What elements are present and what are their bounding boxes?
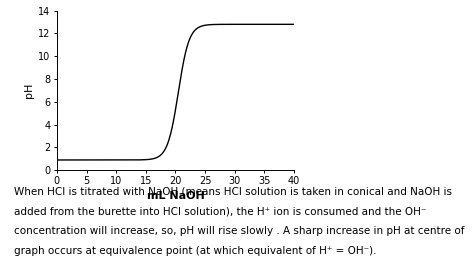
- X-axis label: mL NaOH: mL NaOH: [146, 191, 204, 201]
- Y-axis label: pH: pH: [24, 83, 34, 98]
- Text: added from the burette into HCl solution), the H⁺ ion is consumed and the OH⁻: added from the burette into HCl solution…: [14, 206, 427, 216]
- Text: concentration will increase, so, pH will rise slowly . A sharp increase in pH at: concentration will increase, so, pH will…: [14, 226, 465, 236]
- Text: When HCl is titrated with NaOH (means HCl solution is taken in conical and NaOH : When HCl is titrated with NaOH (means HC…: [14, 186, 452, 196]
- Text: graph occurs at equivalence point (at which equivalent of H⁺ = OH⁻).: graph occurs at equivalence point (at wh…: [14, 246, 377, 256]
